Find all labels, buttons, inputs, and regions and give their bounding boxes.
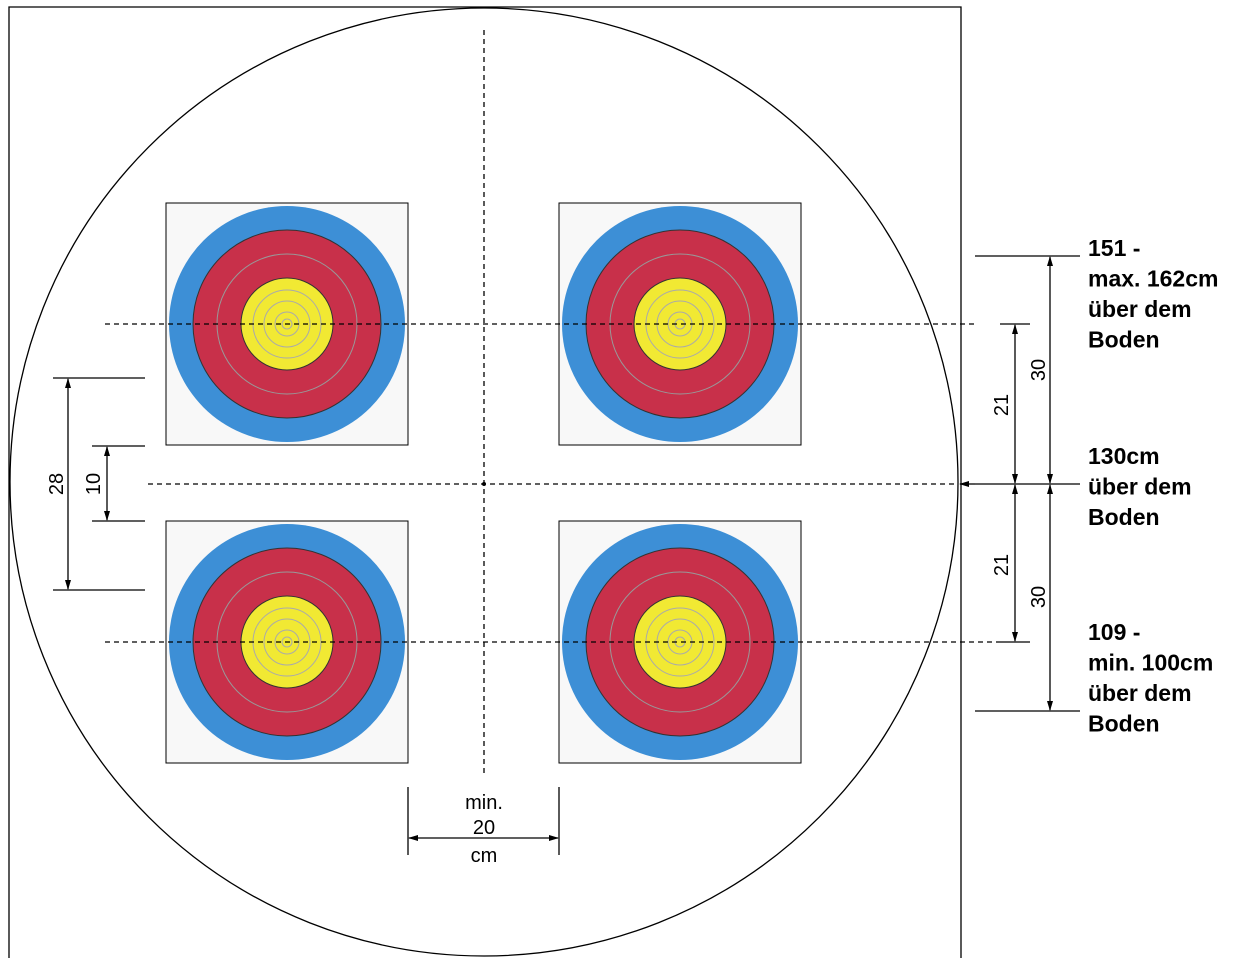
height-labels: 151 - max. 162cm über dem Boden 130cm über de… bbox=[1088, 235, 1218, 737]
dim-label: 10 bbox=[83, 473, 105, 495]
dim-label: 28 bbox=[46, 473, 68, 495]
height-label: max. 162cm bbox=[1088, 266, 1218, 292]
dim-label: 21 bbox=[991, 394, 1013, 416]
height-label: Boden bbox=[1088, 711, 1160, 737]
dim-label: 30 bbox=[1028, 359, 1050, 381]
gap-label: cm bbox=[471, 845, 498, 867]
height-label: Boden bbox=[1088, 504, 1160, 530]
height-label: über dem bbox=[1088, 680, 1192, 706]
gap-label: min. bbox=[465, 792, 503, 814]
height-label: 130cm bbox=[1088, 443, 1160, 469]
height-label: Boden bbox=[1088, 327, 1160, 353]
height-label: 109 - bbox=[1088, 619, 1140, 645]
height-label: min. 100cm bbox=[1088, 650, 1213, 676]
left-dimensions bbox=[53, 377, 145, 591]
gap-label: 20 bbox=[473, 817, 495, 839]
right-dimensions bbox=[975, 255, 1080, 712]
dim-label: 21 bbox=[991, 554, 1013, 576]
height-label: über dem bbox=[1088, 474, 1192, 500]
boss-circle bbox=[9, 7, 959, 957]
gap-dimension bbox=[407, 787, 560, 855]
height-label: über dem bbox=[1088, 296, 1192, 322]
height-label: 151 - bbox=[1088, 235, 1140, 261]
dim-label: 30 bbox=[1028, 586, 1050, 608]
